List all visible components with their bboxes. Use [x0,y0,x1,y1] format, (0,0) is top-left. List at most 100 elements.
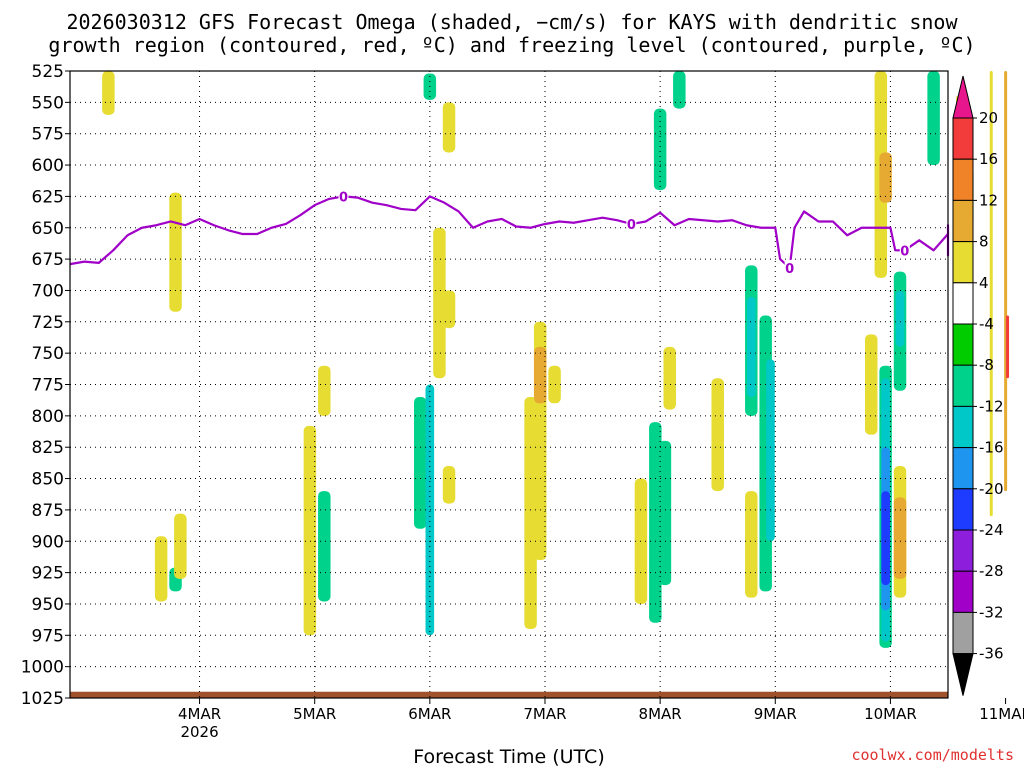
omega-region [318,491,331,602]
omega-region [318,365,331,416]
colorbar-segment [952,364,974,407]
colorbar-segment [952,241,974,284]
colorbar-tick-label: 16 [979,150,998,168]
y-tick-label: 950 [32,595,64,615]
omega-region [927,71,940,166]
omega-region [425,384,435,636]
colorbar-tick-label: -20 [979,480,1004,498]
surface-ground [70,691,948,698]
y-tick-label: 725 [32,313,64,333]
x-tick-label: 4MAR [178,705,221,723]
omega-region [746,296,756,398]
omega-region [1004,71,1008,492]
colorbar-segment [952,488,974,531]
colorbar-tick-label: 8 [979,233,989,251]
colorbar-segment [952,611,974,655]
omega-region [649,422,662,623]
y-tick-label: 600 [32,156,64,176]
credit-text: coolwx.com/modelts [851,746,1014,764]
x-tick-label: 6MAR [408,705,451,723]
x-tick-label: 9MAR [754,705,797,723]
y-tick-label: 1000 [21,658,64,678]
colorbar-segment [952,570,974,613]
freezing-label-background [899,242,910,258]
y-tick-label: 800 [32,407,64,427]
x-tick-label: 11MAR [979,705,1024,723]
x-tick-sublabel: 2026 [180,723,218,741]
y-tick-label: 925 [32,564,64,584]
chart-title-line-2: growth region (contoured, red, ºC) and f… [48,33,975,57]
omega-region [533,346,547,404]
colorbar-tick-label: -36 [979,645,1004,663]
omega-region [745,491,758,598]
omega-region [673,71,686,109]
freezing-level-layer: 0 0 0 0 [69,188,950,277]
x-tick-label: 8MAR [639,705,682,723]
colorbar-top-triangle [952,75,974,119]
y-tick-label: 750 [32,344,64,364]
colorbar-segment [952,529,974,572]
omega-region [864,334,878,435]
omega-region [881,491,890,586]
colorbar-segment [952,117,974,160]
omega-region [303,425,317,636]
omega-region [442,466,456,504]
colorbar-segment [952,199,974,243]
colorbar-segment [952,447,974,490]
y-tick-label: 850 [32,470,64,490]
omega-region [895,290,905,347]
x-tick-label: 7MAR [523,705,566,723]
freezing-label-background [626,215,637,231]
plot-area: 0 0 0 0 [69,70,1010,699]
omega-region [414,397,427,529]
freezing-label-background [338,188,349,204]
omega-region [879,152,892,203]
y-tick-label: 550 [32,93,64,113]
omega-region [766,359,775,542]
colorbar-segment [952,282,974,325]
y-tick-label: 1025 [21,689,64,709]
omega-region [433,227,446,379]
omega-region [663,346,676,410]
omega-region [174,513,187,579]
y-tick-label: 975 [32,626,64,646]
colorbar-tick-label: -8 [979,356,994,374]
colorbar-tick-label: 4 [979,274,989,292]
freezing-level-label: 0 [339,190,348,205]
omega-region [524,397,537,630]
freezing-label-background [784,259,795,275]
omega-region [658,440,672,586]
colorbar-segment [952,405,974,449]
colorbar-tick-label: -32 [979,603,1004,621]
omega-region [442,102,456,153]
colorbar-tick-label: -16 [979,439,1004,457]
omega-region [548,365,561,404]
y-tick-label: 700 [32,281,64,301]
omega-region [102,71,115,115]
omega-region [442,290,456,329]
colorbar-tick-label: -12 [979,397,1004,415]
y-tick-label: 875 [32,501,64,521]
colorbar-tick-label: 12 [979,191,998,209]
colorbar-tick-label: -28 [979,562,1004,580]
y-axis: 525 550 575 600 625 650 675 700 725 750 775 800 825 8… [21,62,70,709]
freezing-level-label: 0 [900,244,909,259]
y-tick-label: 625 [32,187,64,207]
y-tick-label: 675 [32,250,64,270]
freezing-level-line [69,195,950,269]
omega-region [169,192,182,312]
colorbar-tick-label: -24 [979,521,1004,539]
y-tick-label: 525 [32,62,64,82]
omega-shading-layer [102,71,1010,648]
omega-region [893,497,907,579]
omega-region [989,71,993,517]
x-tick-label: 10MAR [864,705,917,723]
y-tick-label: 650 [32,219,64,239]
omega-region [154,536,168,602]
y-tick-label: 900 [32,532,64,552]
plot-background [70,71,948,698]
colorbar-tick-label: -4 [979,315,994,333]
omega-region [711,378,724,492]
